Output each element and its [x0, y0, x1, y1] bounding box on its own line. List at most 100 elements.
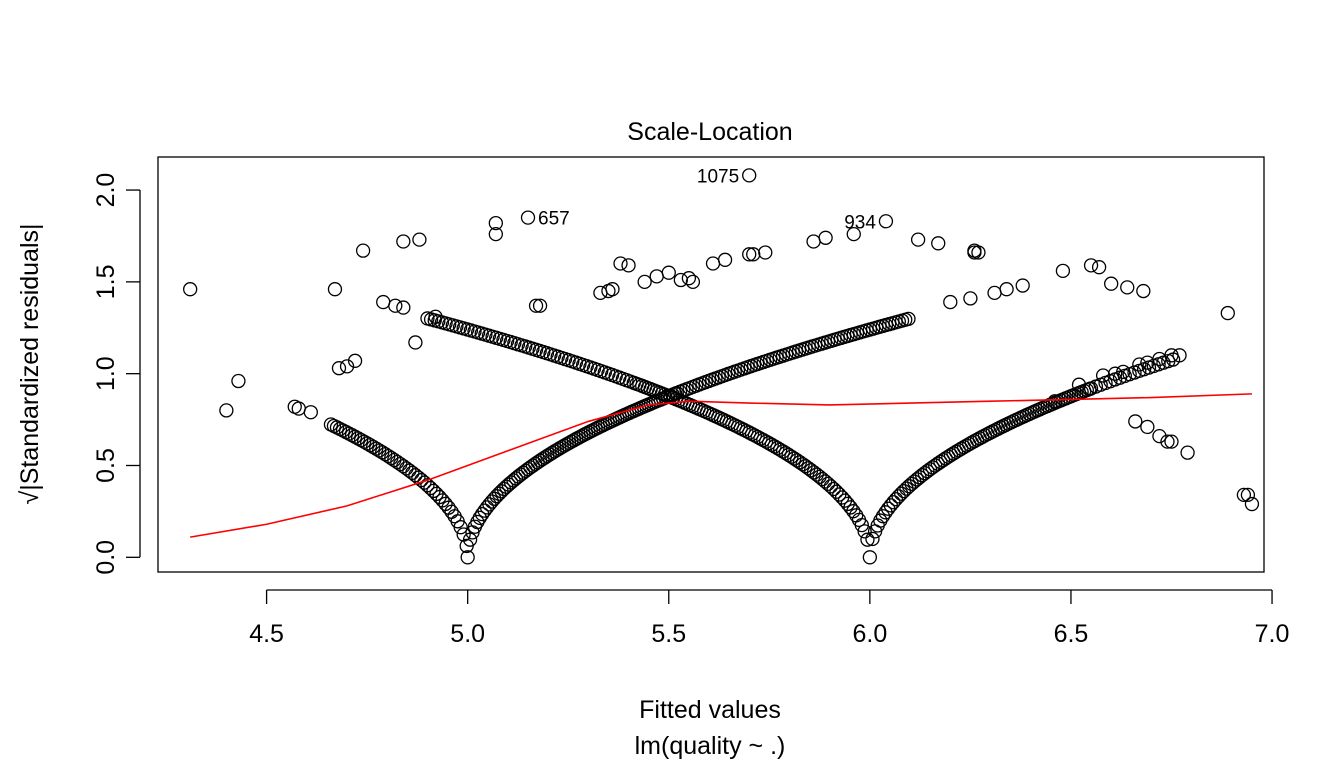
data-point [967, 245, 982, 260]
data-point [470, 514, 485, 530]
data-point [943, 294, 958, 310]
y-tick-label: 2.0 [92, 173, 120, 208]
data-point [396, 300, 411, 315]
data-point [999, 282, 1014, 297]
x-axis: 4.5 5.0 5.5 6.0 6.5 7.0 [249, 589, 1290, 648]
data-point [971, 245, 986, 260]
annotations-layer: 1075 657 934 [538, 166, 876, 233]
data-point [488, 215, 503, 231]
data-point [742, 168, 757, 183]
data-point [717, 252, 733, 267]
data-point [826, 481, 841, 497]
data-point [231, 373, 246, 389]
data-point [742, 247, 757, 262]
data-point [331, 361, 347, 376]
data-point [818, 474, 833, 489]
data-point [1015, 278, 1030, 293]
data-point [823, 479, 838, 494]
data-point [878, 214, 894, 229]
data-point [408, 335, 423, 350]
data-point [637, 274, 652, 290]
data-point [484, 494, 499, 509]
data-point [818, 230, 833, 245]
point-annotation: 657 [538, 209, 570, 230]
data-point [347, 353, 363, 368]
x-tick-label: 6.0 [852, 620, 887, 648]
data-point [1104, 276, 1119, 291]
y-tick-label: 0.0 [92, 540, 120, 575]
data-point [1140, 419, 1155, 435]
data-point [513, 467, 528, 482]
data-point [183, 282, 198, 297]
chart-title: Scale-Location [627, 118, 792, 146]
x-axis-label: Fitted values [639, 696, 781, 724]
x-tick-label: 6.5 [1054, 620, 1089, 648]
data-point [746, 247, 761, 262]
data-point [488, 226, 503, 242]
data-point [829, 484, 844, 499]
data-point [865, 531, 880, 547]
data-point [681, 271, 697, 286]
data-point [396, 234, 411, 249]
data-point [460, 550, 475, 565]
data-point [673, 272, 688, 288]
smoother-line [190, 393, 1252, 538]
y-axis-label: √|Standardized residuals| [16, 223, 44, 504]
data-point [1244, 496, 1260, 512]
data-point [462, 532, 478, 547]
data-point [931, 236, 946, 251]
y-tick-label: 1.5 [92, 264, 120, 299]
data-point [518, 463, 533, 479]
data-point [896, 483, 911, 499]
data-point [1128, 414, 1143, 429]
x-tick-label: 4.5 [249, 620, 284, 648]
x-tick-label: 5.0 [450, 620, 485, 648]
data-point [472, 510, 487, 526]
data-point [894, 486, 909, 501]
data-point [875, 509, 891, 524]
data-point [854, 517, 869, 533]
data-point [910, 232, 926, 247]
data-point [860, 532, 875, 547]
data-point [1236, 487, 1252, 503]
data-point [523, 460, 538, 475]
data-point [621, 258, 636, 273]
data-point [219, 403, 234, 418]
data-point [489, 489, 504, 504]
data-point [525, 458, 540, 473]
data-point [626, 375, 641, 390]
data-point [327, 282, 343, 297]
data-point [1164, 434, 1179, 449]
data-point [1136, 283, 1151, 299]
data-point [820, 476, 836, 492]
data-point [1120, 280, 1135, 295]
data-point [1165, 352, 1181, 367]
data-point [1108, 366, 1123, 381]
data-point [532, 298, 548, 313]
data-point [516, 465, 531, 480]
data-point [412, 232, 427, 247]
data-point [1160, 434, 1175, 449]
point-annotation: 934 [844, 212, 876, 233]
data-point [1083, 258, 1099, 273]
data-point [873, 513, 888, 528]
plot-frame [157, 156, 1265, 573]
data-point [303, 405, 318, 420]
data-point [846, 226, 861, 242]
point-annotation: 1075 [697, 166, 739, 187]
data-point [862, 550, 878, 565]
data-point [511, 469, 526, 484]
data-point [649, 269, 664, 284]
data-point [840, 496, 855, 512]
data-point [963, 291, 978, 306]
data-point [1240, 487, 1256, 503]
data-point [508, 471, 524, 486]
data-point [528, 456, 543, 472]
data-point [339, 359, 355, 374]
x-tick-label: 7.0 [1255, 620, 1290, 648]
data-point [355, 243, 371, 258]
data-point [388, 298, 403, 313]
data-point [843, 500, 858, 515]
